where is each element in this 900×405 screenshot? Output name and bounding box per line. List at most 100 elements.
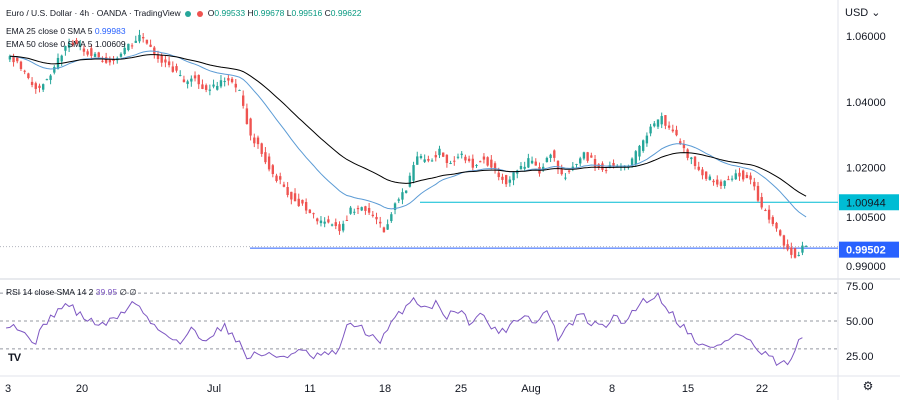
candle-body[interactable] <box>216 85 219 90</box>
candle-body[interactable] <box>430 160 434 162</box>
candle-body[interactable] <box>104 57 108 63</box>
candle-body[interactable] <box>575 163 578 165</box>
candle-body[interactable] <box>349 207 352 214</box>
candle-body[interactable] <box>227 78 230 81</box>
candle-body[interactable] <box>753 181 756 187</box>
candle-body[interactable] <box>504 175 508 185</box>
candle-body[interactable] <box>175 66 178 71</box>
candle-body[interactable] <box>386 224 389 230</box>
candle-body[interactable] <box>242 95 245 106</box>
candle-body[interactable] <box>716 179 719 185</box>
candle-body[interactable] <box>360 207 363 211</box>
candle-body[interactable] <box>75 39 78 44</box>
candle-body[interactable] <box>330 224 334 226</box>
candle-body[interactable] <box>71 42 74 46</box>
last-price-tag[interactable] <box>839 241 899 258</box>
candle-body[interactable] <box>604 170 608 172</box>
candle-body[interactable] <box>30 81 34 85</box>
candle-body[interactable] <box>675 129 678 136</box>
candle-body[interactable] <box>442 152 445 157</box>
candle-body[interactable] <box>142 37 145 39</box>
candle-body[interactable] <box>779 230 782 236</box>
candle-body[interactable] <box>256 137 260 145</box>
candle-body[interactable] <box>49 75 52 80</box>
candle-body[interactable] <box>64 46 67 51</box>
candle-body[interactable] <box>471 158 474 168</box>
candle-body[interactable] <box>67 42 71 48</box>
candle-body[interactable] <box>764 210 767 212</box>
candle-body[interactable] <box>579 158 582 164</box>
candle-body[interactable] <box>712 180 715 183</box>
candle-body[interactable] <box>238 89 241 91</box>
candle-body[interactable] <box>597 164 600 168</box>
tradingview-logo[interactable]: TV <box>8 352 21 364</box>
candle-body[interactable] <box>127 43 130 51</box>
candle-body[interactable] <box>279 176 282 180</box>
candle-body[interactable] <box>97 52 100 58</box>
candle-body[interactable] <box>160 55 163 63</box>
candle-body[interactable] <box>108 59 112 63</box>
candle-body[interactable] <box>653 123 656 127</box>
candle-body[interactable] <box>412 165 415 181</box>
candle-body[interactable] <box>101 60 104 62</box>
candle-body[interactable] <box>804 245 808 247</box>
candle-body[interactable] <box>353 211 356 213</box>
candle-body[interactable] <box>527 158 530 168</box>
rsi-line[interactable] <box>6 292 803 367</box>
candle-body[interactable] <box>401 192 404 200</box>
candle-body[interactable] <box>453 160 456 162</box>
candle-body[interactable] <box>608 165 612 168</box>
candle-body[interactable] <box>745 174 749 179</box>
candle-body[interactable] <box>723 180 726 186</box>
candle-body[interactable] <box>734 173 737 180</box>
candle-body[interactable] <box>742 170 745 180</box>
candle-body[interactable] <box>593 159 597 167</box>
candle-body[interactable] <box>82 48 86 52</box>
candle-body[interactable] <box>530 160 534 164</box>
candle-body[interactable] <box>727 179 730 181</box>
candle-body[interactable] <box>567 170 571 172</box>
candle-body[interactable] <box>186 81 189 85</box>
candle-body[interactable] <box>367 207 371 213</box>
candle-body[interactable] <box>345 219 349 221</box>
candle-body[interactable] <box>90 48 93 56</box>
candle-body[interactable] <box>656 119 660 127</box>
ema50-line[interactable] <box>9 54 807 197</box>
candle-body[interactable] <box>501 176 504 180</box>
candle-body[interactable] <box>708 176 712 180</box>
candle-body[interactable] <box>286 187 289 196</box>
candle-body[interactable] <box>693 156 697 166</box>
candle-body[interactable] <box>671 129 674 132</box>
candle-body[interactable] <box>134 40 137 43</box>
candle-body[interactable] <box>760 197 763 208</box>
candle-body[interactable] <box>690 157 693 160</box>
candle-body[interactable] <box>138 34 141 42</box>
candle-body[interactable] <box>60 55 63 62</box>
candle-body[interactable] <box>308 209 312 214</box>
candle-body[interactable] <box>397 199 400 201</box>
candle-body[interactable] <box>545 157 549 163</box>
candle-body[interactable] <box>190 78 193 82</box>
candle-body[interactable] <box>86 51 89 55</box>
candle-body[interactable] <box>316 218 319 222</box>
candle-body[interactable] <box>512 172 515 181</box>
candle-body[interactable] <box>775 222 778 229</box>
candle-body[interactable] <box>153 47 156 54</box>
candle-body[interactable] <box>130 45 134 47</box>
candle-body[interactable] <box>208 89 212 91</box>
candle-body[interactable] <box>704 171 708 179</box>
candle-body[interactable] <box>738 172 741 177</box>
rsi-pane[interactable] <box>0 292 838 367</box>
candle-body[interactable] <box>645 135 649 144</box>
candle-body[interactable] <box>408 175 412 187</box>
candle-body[interactable] <box>793 248 797 258</box>
candle-body[interactable] <box>171 66 174 72</box>
candle-body[interactable] <box>771 217 774 224</box>
candle-body[interactable] <box>786 244 789 250</box>
candle-body[interactable] <box>445 154 449 164</box>
candle-body[interactable] <box>230 78 234 83</box>
ema25-legend[interactable]: EMA 25 close 0 SMA 5 0.99983 <box>6 26 126 37</box>
candle-body[interactable] <box>767 209 771 220</box>
candle-body[interactable] <box>223 81 226 83</box>
